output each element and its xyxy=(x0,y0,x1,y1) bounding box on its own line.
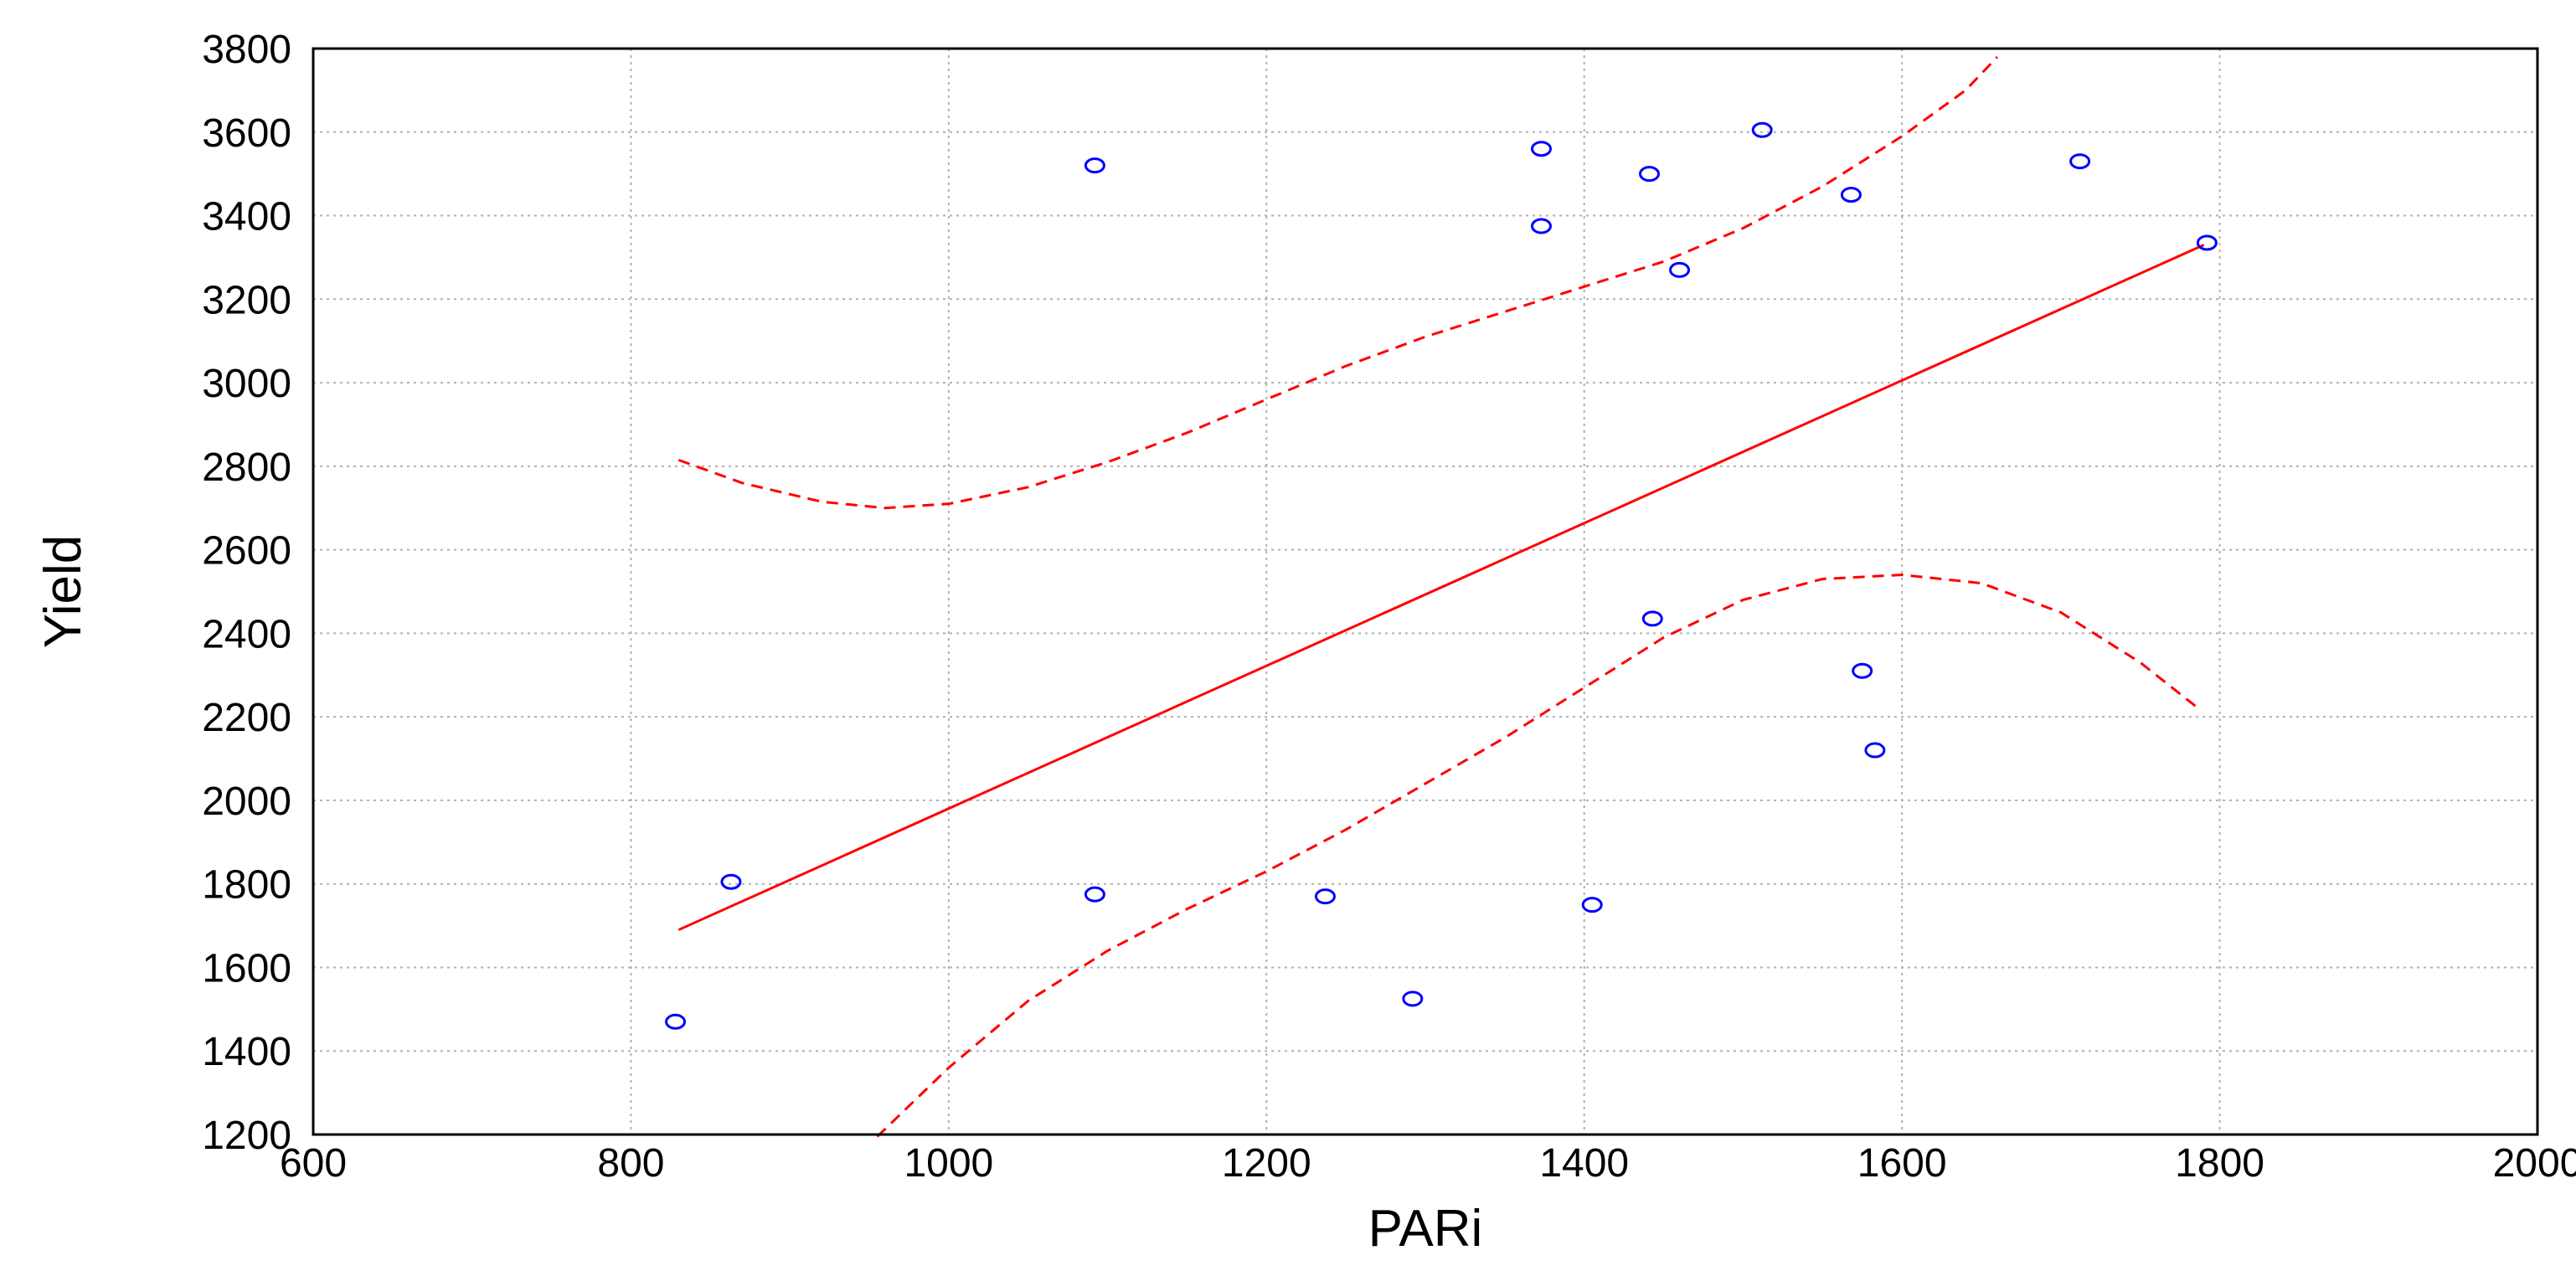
y-tick-label: 2200 xyxy=(202,696,291,740)
data-point xyxy=(1669,261,1691,278)
data-point xyxy=(1864,742,1886,759)
data-points xyxy=(665,121,2218,1030)
lower-confidence-band xyxy=(876,574,2197,1138)
regression-fit-line xyxy=(677,244,2205,931)
data-point xyxy=(1530,218,1552,234)
x-tick-label: 2000 xyxy=(2493,1141,2576,1186)
data-point xyxy=(720,873,742,890)
y-tick-label: 2000 xyxy=(202,780,291,824)
y-tick-label: 2600 xyxy=(202,529,291,574)
y-tick-label: 1800 xyxy=(202,863,291,908)
x-axis-label: PARi xyxy=(1368,1200,1483,1258)
y-tick-label: 2800 xyxy=(202,445,291,490)
y-axis-tick-labels: 1200 1400 1600 1800 2000 2200 2400 2600 2800 3000… xyxy=(202,28,291,1158)
data-point xyxy=(1641,610,1663,627)
data-point xyxy=(1852,662,1873,679)
plot-area-frame xyxy=(312,47,2539,1136)
data-point xyxy=(1530,141,1552,157)
y-tick-label: 2400 xyxy=(202,612,291,656)
y-tick-label: 3800 xyxy=(202,28,291,72)
x-axis-tick-labels: 600 800 1000 1200 1400 1600 1800 2000 xyxy=(280,1141,2576,1186)
data-point xyxy=(1840,187,1862,203)
fit-and-confidence-lines xyxy=(677,55,2205,1138)
data-point xyxy=(2069,153,2091,170)
x-tick-label: 1200 xyxy=(1222,1141,1311,1186)
y-tick-label: 1200 xyxy=(202,1114,291,1158)
y-tick-label: 3400 xyxy=(202,195,291,239)
y-tick-label: 3000 xyxy=(202,362,291,406)
data-point xyxy=(1581,897,1603,913)
y-tick-label: 1600 xyxy=(202,946,291,991)
x-tick-label: 1400 xyxy=(1539,1141,1629,1186)
x-tick-label: 600 xyxy=(280,1141,347,1186)
data-point xyxy=(1402,991,1424,1007)
y-tick-label: 3200 xyxy=(202,278,291,322)
data-point xyxy=(1084,157,1105,174)
data-point xyxy=(1314,888,1336,905)
data-point xyxy=(1638,166,1660,183)
data-point xyxy=(2196,234,2218,251)
x-tick-label: 1600 xyxy=(1857,1141,1947,1186)
grid-lines xyxy=(313,49,2537,1135)
x-tick-label: 800 xyxy=(597,1141,664,1186)
data-point xyxy=(1084,886,1105,903)
x-tick-label: 1800 xyxy=(2175,1141,2264,1186)
y-tick-label: 1400 xyxy=(202,1030,291,1074)
data-point xyxy=(665,1013,687,1030)
y-axis-label: Yield xyxy=(34,535,92,649)
y-tick-label: 3600 xyxy=(202,111,291,156)
upper-confidence-band xyxy=(677,55,1999,510)
data-point xyxy=(1751,121,1773,138)
x-tick-label: 1000 xyxy=(904,1141,993,1186)
